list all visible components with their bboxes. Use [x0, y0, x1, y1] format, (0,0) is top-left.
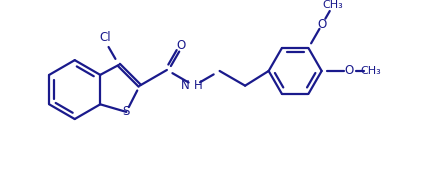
Text: O: O: [176, 39, 185, 52]
Text: CH₃: CH₃: [360, 66, 381, 76]
Text: N: N: [180, 79, 189, 92]
Text: Cl: Cl: [99, 31, 111, 44]
Text: S: S: [123, 105, 130, 118]
Text: O: O: [344, 64, 354, 78]
Text: CH₃: CH₃: [322, 1, 344, 10]
Text: O: O: [318, 18, 327, 31]
Text: H: H: [194, 79, 203, 92]
